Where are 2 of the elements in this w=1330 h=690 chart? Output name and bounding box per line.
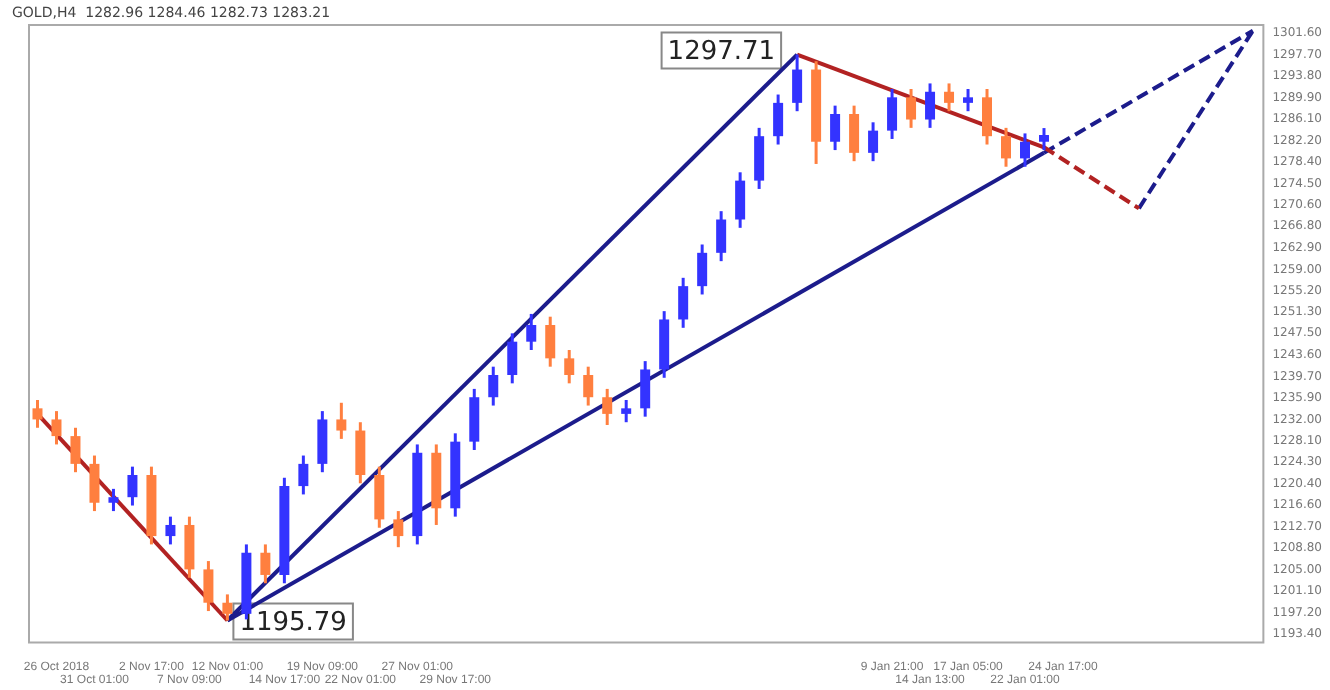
annotation: 1195.79	[239, 608, 347, 639]
annotation: 1297.71	[667, 37, 776, 68]
